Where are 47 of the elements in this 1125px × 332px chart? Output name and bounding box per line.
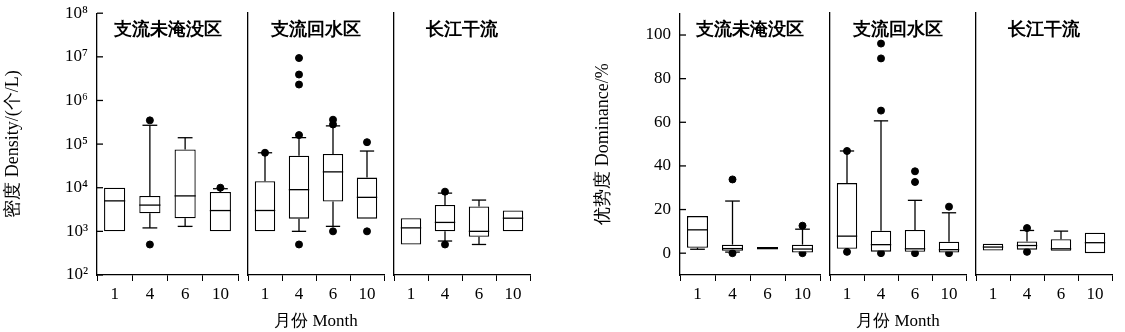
y-axis-title: 密度 Density/(个/L) [1, 70, 23, 218]
x-tick-label: 10 [940, 283, 958, 303]
x-tick-label: 4 [728, 283, 738, 303]
x-axis-title: 月份 Month [856, 311, 941, 331]
y-tick-label: 10⁶ [65, 89, 89, 109]
y-tick-label: 40 [654, 155, 671, 175]
y-tick-label: 10⁴ [65, 177, 89, 197]
x-tick-label: 6 [910, 283, 920, 303]
y-tick-label: 80 [654, 68, 671, 88]
x-tick-label: 4 [145, 283, 155, 303]
x-tick-label: 6 [474, 283, 484, 303]
x-tick-label: 10 [794, 283, 811, 303]
y-tick-label: 10² [65, 264, 88, 284]
x-tick-label: 1 [988, 283, 998, 303]
y-tick-label: 10⁷ [65, 46, 89, 66]
x-tick-label: 6 [1056, 283, 1066, 303]
chart-title: 支流未淹没区 [112, 18, 222, 39]
x-tick-label: 6 [763, 283, 772, 303]
y-tick-label: 60 [654, 111, 671, 131]
x-tick-label: 1 [260, 283, 270, 303]
chart-title: 支流回水区 [852, 18, 943, 39]
x-tick-label: 10 [211, 283, 229, 303]
chart-title: 支流未淹没区 [695, 18, 804, 39]
y-tick-label: 10³ [65, 220, 88, 240]
x-tick-label: 10 [1086, 283, 1104, 303]
x-axis-title: 月份 Month [274, 311, 359, 331]
x-tick-label: 10 [358, 283, 376, 303]
x-tick-label: 1 [110, 283, 119, 303]
x-tick-label: 1 [693, 283, 702, 303]
y-tick-label: 100 [645, 24, 671, 44]
chart-title: 长江干流 [425, 18, 499, 39]
y-tick-label: 20 [654, 199, 671, 219]
x-tick-label: 1 [406, 283, 416, 303]
x-tick-label: 1 [842, 283, 852, 303]
x-tick-label: 10 [504, 283, 522, 303]
x-tick-label: 4 [1022, 283, 1032, 303]
x-tick-label: 4 [294, 283, 304, 303]
y-tick-label: 10⁵ [65, 133, 89, 153]
x-tick-label: 6 [328, 283, 338, 303]
chart-title: 支流回水区 [270, 18, 361, 39]
y-tick-label: 0 [662, 242, 671, 262]
chart-title: 长江干流 [1007, 18, 1081, 39]
x-tick-label: 6 [180, 283, 190, 303]
y-axis-title: 优势度 Dominance/% [591, 63, 612, 225]
x-tick-label: 4 [876, 283, 886, 303]
x-tick-label: 4 [440, 283, 450, 303]
y-tick-label: 10⁸ [65, 2, 89, 22]
